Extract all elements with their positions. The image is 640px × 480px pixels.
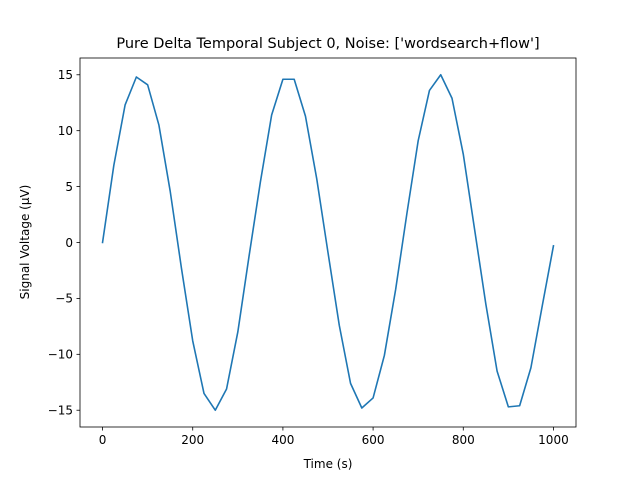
y-axis-label: Signal Voltage (μV) — [18, 185, 32, 300]
x-tick-label: 800 — [452, 433, 475, 447]
y-tick-label: −5 — [55, 292, 73, 306]
y-tick-label: 10 — [58, 124, 73, 138]
y-tick-label: 15 — [58, 68, 73, 82]
y-axis: −15 −10 −5 0 5 10 15 — [48, 68, 80, 418]
x-tick-label: 600 — [362, 433, 385, 447]
y-tick-label: −15 — [48, 404, 73, 418]
y-tick-label: 5 — [65, 180, 73, 194]
x-tick-label: 1000 — [538, 433, 569, 447]
axes-frame — [79, 57, 577, 428]
plot-area — [79, 57, 577, 428]
chart-title: Pure Delta Temporal Subject 0, Noise: ['… — [116, 36, 539, 52]
x-tick-label: 0 — [99, 433, 107, 447]
series-line-0 — [101, 73, 555, 412]
x-axis: 0 200 400 600 800 1000 — [99, 427, 569, 447]
x-tick-label: 200 — [181, 433, 204, 447]
y-tick-label: 0 — [65, 236, 73, 250]
x-axis-label: Time (s) — [303, 457, 353, 471]
y-tick-label: −10 — [48, 348, 73, 362]
x-tick-label: 400 — [271, 433, 294, 447]
